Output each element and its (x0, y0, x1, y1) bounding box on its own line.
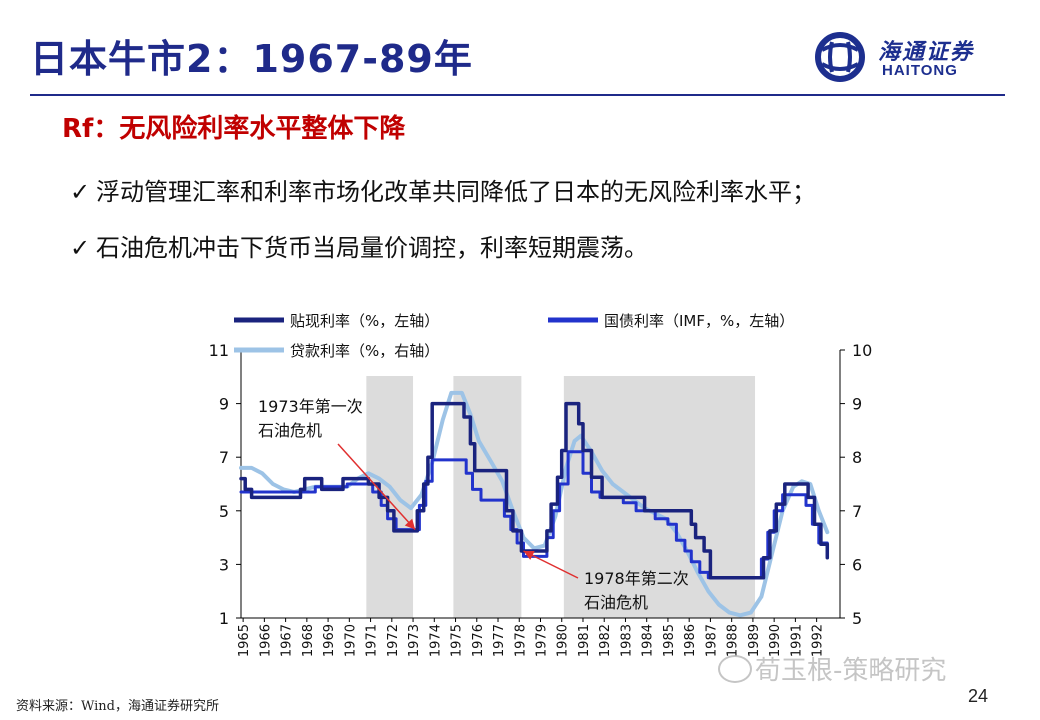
bullet-1: ✓ 浮动管理汇率和利率市场化改革共同降低了日本的无风险利率水平； (70, 172, 816, 207)
x-tick-label: 1968 (301, 624, 316, 657)
x-tick-label: 1984 (641, 624, 656, 657)
left-tick-label: 3 (219, 555, 229, 574)
x-tick-label: 1978 (513, 624, 528, 657)
right-tick-label: 7 (852, 502, 862, 521)
annotation-label-1: 1973年第一次 (258, 397, 363, 416)
title-divider (30, 94, 1005, 96)
annotation-arrowhead-1 (404, 518, 416, 530)
legend-label-2: 国债利率（IMF，%，左轴） (604, 312, 794, 330)
x-tick-label: 1969 (322, 624, 337, 657)
slide-subtitle: Rf：无风险利率水平整体下降 (62, 114, 406, 144)
chart-frame: 1 3 5 7 9 11 5 6 7 8 9 10 1965 1966 1967 1968 1969 1970 19… (209, 341, 873, 657)
x-tick-label: 1985 (662, 624, 677, 657)
check-icon: ✓ (70, 178, 91, 206)
bullet-2-text: 石油危机冲击下货币当局量价调控，利率短期震荡。 (96, 234, 648, 262)
series-line-2 (239, 450, 829, 580)
left-tick-label: 5 (219, 502, 229, 521)
x-tick-label: 1971 (365, 624, 380, 657)
haitong-logo: 海通证券 HAITONG (812, 32, 1012, 82)
series-line-1 (239, 401, 830, 580)
x-tick-label: 1989 (747, 624, 762, 657)
x-tick-label: 1982 (598, 624, 613, 657)
bullet-1-text: 浮动管理汇率和利率市场化改革共同降低了日本的无风险利率水平； (96, 178, 816, 206)
right-tick-label: 6 (852, 555, 862, 574)
x-tick-label: 1973 (407, 624, 422, 657)
x-tick-label: 1972 (386, 624, 401, 657)
annotation-sublabel-1: 石油危机 (258, 421, 322, 440)
right-tick-label: 9 (852, 395, 862, 414)
legend-label-3: 贷款利率（%，右轴） (290, 342, 439, 360)
left-tick-label: 1 (219, 609, 229, 628)
x-tick-label: 1987 (704, 624, 719, 657)
x-tick-label: 1966 (258, 624, 273, 657)
x-tick-label: 1977 (492, 624, 507, 657)
x-tick-label: 1981 (577, 624, 592, 657)
x-tick-label: 1992 (811, 624, 826, 657)
bullet-2: ✓ 石油危机冲击下货币当局量价调控，利率短期震荡。 (70, 228, 648, 263)
logo-text-cn: 海通证券 (878, 39, 975, 65)
right-tick-label: 10 (852, 341, 872, 360)
x-tick-label: 1991 (789, 624, 804, 657)
x-tick-label: 1967 (280, 624, 295, 657)
x-tick-label: 1980 (556, 624, 571, 657)
left-tick-label: 11 (209, 341, 229, 360)
right-tick-label: 8 (852, 448, 862, 467)
annotation-arrow-1 (337, 443, 416, 531)
left-tick-label: 9 (219, 395, 229, 414)
x-tick-label: 1970 (343, 624, 358, 657)
slide-title: 日本牛市2：1967-89年 (30, 37, 473, 81)
x-tick-label: 1976 (471, 624, 486, 657)
source-note: 资料来源：Wind，海通证券研究所 (16, 699, 219, 714)
x-tick-label: 1986 (683, 624, 698, 657)
x-tick-label: 1974 (428, 624, 443, 657)
watermark: 荀玉根-策略研究 (755, 656, 947, 686)
x-tick-label: 1975 (450, 624, 465, 657)
check-icon: ✓ (70, 234, 91, 262)
right-tick-label: 5 (852, 609, 862, 628)
x-tick-label: 1988 (726, 624, 741, 657)
chart-series (239, 390, 830, 618)
wechat-icon (718, 655, 752, 683)
haitong-logo-mark-icon (815, 32, 865, 82)
page-number: 24 (968, 686, 989, 706)
x-tick-label: 1983 (619, 624, 634, 657)
annotation-arrowhead-2 (523, 550, 535, 560)
annotation-arrow-2 (523, 550, 579, 579)
annotation-sublabel-2: 石油危机 (584, 593, 648, 612)
x-tick-label: 1979 (535, 624, 550, 657)
left-tick-label: 7 (219, 448, 229, 467)
shaded-period-1 (366, 376, 414, 618)
chart-legend: 贴现利率（%，左轴） 国债利率（IMF，%，左轴） 贷款利率（%，右轴） (234, 312, 794, 360)
logo-text-en: HAITONG (882, 62, 958, 79)
x-tick-label: 1990 (768, 624, 783, 657)
x-tick-label: 1965 (237, 624, 252, 657)
legend-label-1: 贴现利率（%，左轴） (290, 312, 439, 330)
annotation-label-2: 1978年第二次 (584, 569, 689, 588)
